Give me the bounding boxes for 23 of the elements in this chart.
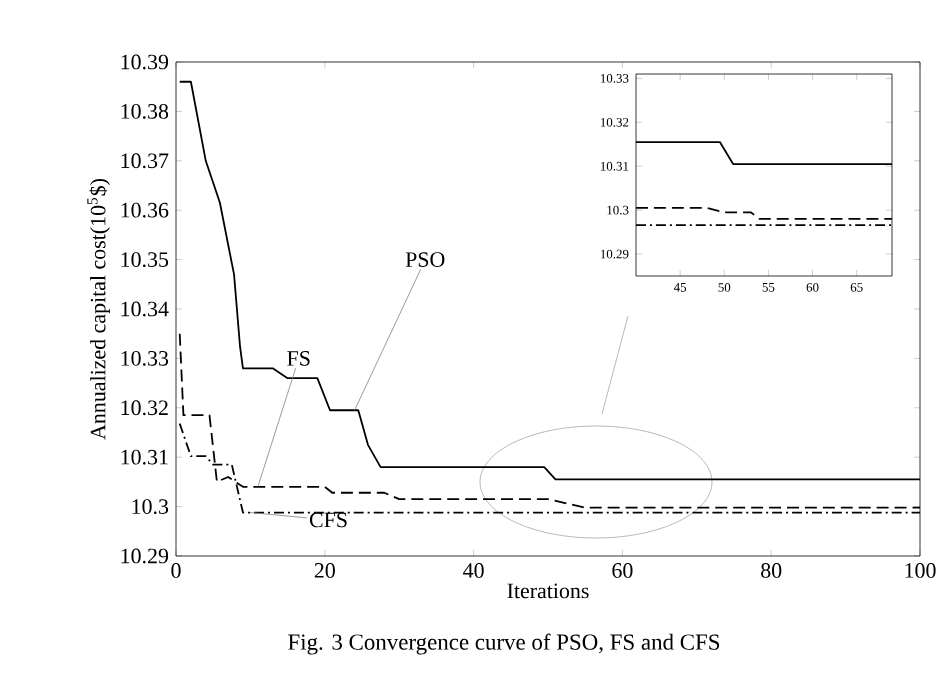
caption: Fig. 3 Convergence curve of PSO, FS and CFS bbox=[288, 633, 720, 655]
x-tick-label: 100 bbox=[905, 563, 936, 578]
y-tick-label: 10.31 bbox=[121, 449, 168, 465]
y-tick-label: 10.37 bbox=[121, 153, 169, 169]
y-tick-label: 10.29 bbox=[121, 548, 169, 564]
y-tick-label: 10.38 bbox=[121, 103, 169, 119]
y-tick-label: 10.35 bbox=[121, 252, 169, 268]
x-tick-label: 60 bbox=[612, 563, 633, 578]
x-tick-label: 40 bbox=[463, 563, 484, 578]
y-tick-label: 10.32 bbox=[121, 400, 168, 416]
x-tick-label: 80 bbox=[761, 563, 782, 578]
x-tick-label: 0 bbox=[171, 563, 181, 578]
y-axis-title: Annualized capital cost(10$^{5}$$) bbox=[87, 179, 110, 440]
annotation: FS bbox=[287, 351, 310, 366]
y-tick-label: 10.34 bbox=[121, 301, 169, 317]
y-tick-label: 10.33 bbox=[121, 350, 169, 366]
y-tick-label: 10.36 bbox=[121, 202, 169, 218]
x-axis-title: Iterations bbox=[507, 583, 589, 599]
y-tick-label: 10.39 bbox=[121, 54, 169, 70]
x-tick-label: 20 bbox=[314, 563, 335, 578]
y-tick-label: 10.3 bbox=[132, 499, 169, 515]
annotation: PSO bbox=[405, 252, 445, 267]
annotation: CFS bbox=[309, 512, 347, 528]
